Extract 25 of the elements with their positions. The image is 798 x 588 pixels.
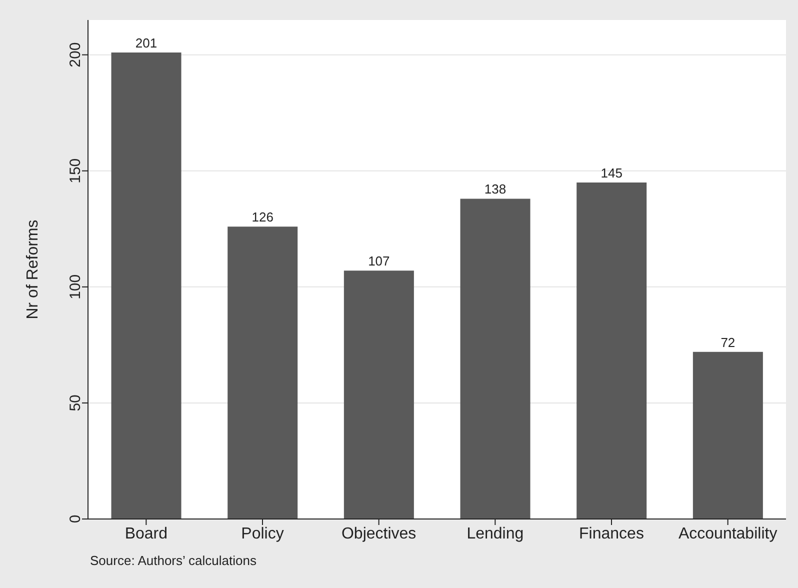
x-tick-label: Accountability	[678, 525, 778, 542]
data-label: 72	[720, 334, 736, 350]
y-tick-label: 200	[67, 42, 84, 68]
bar	[111, 52, 182, 519]
x-tick-label: Lending	[466, 525, 524, 542]
y-tick-label: 150	[67, 158, 84, 184]
x-tick-label: Finances	[579, 525, 644, 542]
bar	[576, 182, 647, 519]
bar	[228, 226, 298, 519]
y-axis-title: Nr of Reforms	[24, 220, 42, 320]
data-label: 145	[600, 165, 622, 180]
bar	[344, 270, 414, 519]
data-label: 138	[484, 182, 506, 197]
y-tick-label: 100	[67, 274, 84, 300]
x-tick-label: Policy	[241, 525, 284, 542]
data-label: 107	[368, 254, 390, 269]
data-label: 201	[135, 35, 158, 50]
bar	[460, 198, 530, 519]
bar	[692, 352, 763, 519]
source-note: Source: Authors’ calculations	[90, 553, 256, 568]
x-tick-label: Objectives	[341, 525, 416, 542]
x-tick-label: Board	[124, 525, 168, 542]
y-tick-label: 0	[67, 514, 84, 524]
data-label: 126	[252, 210, 274, 225]
y-tick-label: 50	[67, 394, 84, 412]
